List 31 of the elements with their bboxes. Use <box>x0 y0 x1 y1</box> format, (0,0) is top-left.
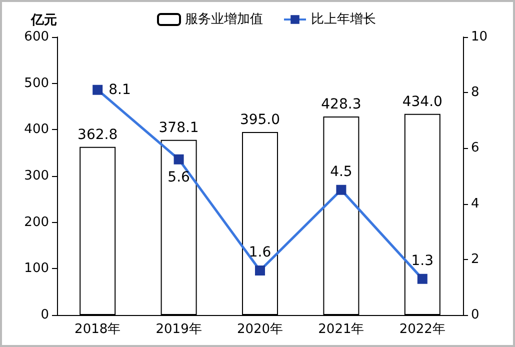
x-tick-label: 2022年 <box>399 322 446 337</box>
y-tick-label: 0 <box>40 308 49 322</box>
y2-tick-label: 0 <box>471 308 480 322</box>
y2-tick-label: 2 <box>471 252 480 267</box>
x-tick-label: 2019年 <box>156 322 202 337</box>
x-tick-label: 2020年 <box>236 322 284 337</box>
y2-tick-label: 6 <box>471 140 480 156</box>
x-tick-label: 2021年 <box>318 322 364 337</box>
data-label: 395.0 <box>240 112 280 128</box>
y-axis-title: 亿元 <box>30 13 57 28</box>
y-tick-label: 600 <box>24 30 49 44</box>
legend-label: 服务业增加值 <box>185 12 263 27</box>
data-label: 362.8 <box>78 126 118 143</box>
legend-label: 比上年增长 <box>311 12 376 27</box>
y-tick-label: 500 <box>24 76 49 91</box>
data-label: 434.0 <box>402 94 442 110</box>
data-label: 1.6 <box>248 244 272 261</box>
y-tick-label: 200 <box>24 214 49 230</box>
y2-tick-label: 4 <box>471 196 480 212</box>
x-tick-label: 2018年 <box>74 322 121 337</box>
y-tick-label: 100 <box>24 261 49 276</box>
y-tick-label: 400 <box>24 122 49 138</box>
y2-tick-label: 8 <box>471 85 480 100</box>
data-label: 8.1 <box>108 82 131 98</box>
data-label: 428.3 <box>321 96 362 113</box>
y-tick-label: 300 <box>24 168 49 184</box>
data-label: 5.6 <box>168 169 190 186</box>
data-label: 1.3 <box>411 252 434 269</box>
data-label: 378.1 <box>158 120 199 136</box>
data-label: 4.5 <box>330 164 352 180</box>
y2-tick-label: 10 <box>471 30 488 44</box>
